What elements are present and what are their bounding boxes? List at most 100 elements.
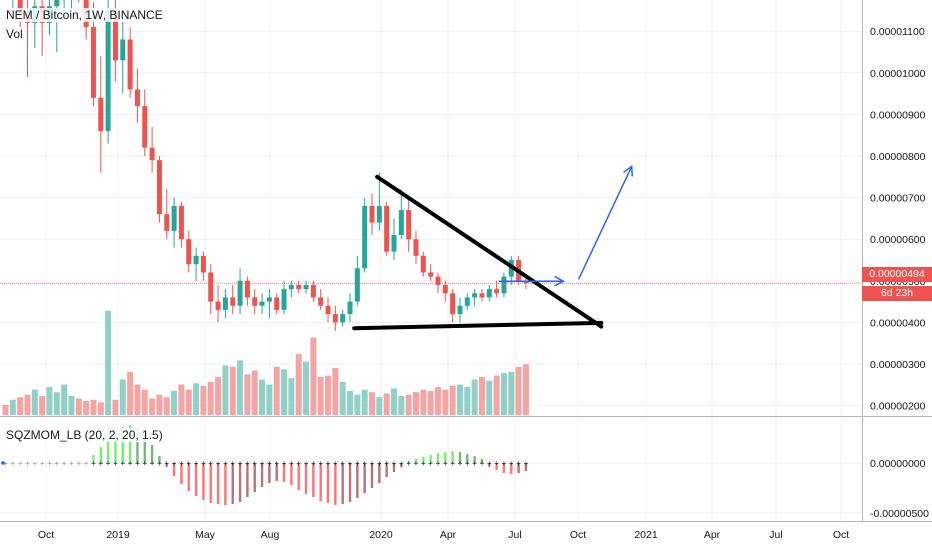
squeeze-cross-marker: + bbox=[194, 459, 199, 468]
momentum-bar bbox=[121, 427, 124, 463]
indicator-label: SQZMOM_LB (20, 2, 20, 1.5) bbox=[4, 428, 165, 442]
squeeze-cross-marker: + bbox=[384, 459, 389, 468]
volume-bar bbox=[83, 401, 90, 415]
squeeze-cross-marker: + bbox=[98, 459, 103, 468]
candle-body bbox=[435, 276, 441, 285]
squeeze-cross-marker: + bbox=[164, 459, 169, 468]
squeeze-cross-marker: + bbox=[84, 459, 89, 468]
time-tick-label: 2020 bbox=[369, 529, 393, 541]
volume-bar bbox=[141, 389, 148, 415]
momentum-bar bbox=[268, 463, 271, 483]
candle-body bbox=[288, 284, 294, 290]
volume-bar bbox=[149, 398, 156, 415]
squeeze-cross-marker: + bbox=[377, 459, 382, 468]
momentum-bar bbox=[312, 463, 315, 497]
momentum-bar bbox=[378, 463, 381, 483]
volume-bar bbox=[412, 392, 419, 415]
candle-body bbox=[171, 205, 177, 231]
candle-body bbox=[310, 284, 316, 298]
volume-bar bbox=[24, 394, 31, 415]
candle-body bbox=[376, 205, 382, 223]
momentum-tick-label: -0.00000500 bbox=[870, 508, 929, 520]
candle-body bbox=[354, 268, 360, 302]
candle-body bbox=[208, 272, 214, 302]
volume-bar bbox=[332, 368, 339, 415]
candle-body bbox=[413, 239, 419, 256]
volume-bar bbox=[185, 389, 192, 415]
squeeze-cross-marker: + bbox=[326, 459, 331, 468]
time-tick-label: Aug bbox=[261, 529, 280, 541]
momentum-bar bbox=[297, 463, 300, 490]
volume-bar bbox=[310, 337, 317, 415]
momentum-bar bbox=[253, 463, 256, 492]
volume-bar bbox=[325, 375, 332, 415]
volume-bar bbox=[178, 384, 185, 415]
volume-bar bbox=[134, 384, 141, 415]
candle-body bbox=[523, 280, 529, 284]
momentum-bar bbox=[392, 463, 396, 472]
squeeze-cross-marker: + bbox=[318, 459, 323, 468]
time-tick-label: Jul bbox=[508, 529, 521, 541]
volume-bar bbox=[200, 385, 207, 415]
volume-bar bbox=[515, 366, 522, 415]
volume-bar bbox=[369, 392, 375, 415]
candle-body bbox=[156, 160, 162, 215]
squeeze-cross-marker: + bbox=[458, 459, 463, 468]
candle-body bbox=[296, 284, 302, 290]
momentum-bar bbox=[172, 463, 176, 476]
squeeze-cross-marker: + bbox=[25, 459, 30, 468]
momentum-bar bbox=[224, 463, 227, 505]
squeeze-cross-marker: + bbox=[135, 459, 140, 468]
volume-bar bbox=[237, 360, 244, 415]
squeeze-cross-marker: + bbox=[62, 459, 67, 468]
momentum-bar bbox=[414, 459, 418, 463]
squeeze-cross-marker: + bbox=[465, 459, 470, 468]
volume-bar bbox=[383, 393, 390, 415]
time-tick-label: Apr bbox=[440, 529, 457, 541]
candle-body bbox=[384, 205, 390, 252]
squeeze-cross-marker: + bbox=[274, 459, 279, 468]
candle-body bbox=[281, 289, 287, 310]
projection-arrow-up bbox=[578, 165, 633, 280]
squeeze-cross-marker: + bbox=[267, 459, 272, 468]
volume-bar bbox=[259, 379, 266, 415]
candle-body bbox=[98, 97, 104, 132]
price-tick-label: 0.00000200 bbox=[870, 401, 926, 413]
squeeze-cross-marker: + bbox=[3, 459, 8, 468]
squeeze-cross-marker: + bbox=[450, 459, 455, 468]
volume-bar bbox=[17, 397, 24, 415]
momentum-bar bbox=[92, 455, 95, 463]
momentum-bar bbox=[458, 452, 462, 463]
momentum-bar bbox=[385, 463, 388, 477]
candle-body bbox=[142, 106, 148, 148]
squeeze-cross-marker: + bbox=[260, 459, 265, 468]
squeeze-cross-marker: + bbox=[54, 459, 59, 468]
candle-body bbox=[479, 293, 485, 298]
candle-body bbox=[428, 272, 434, 277]
squeeze-cross-marker: + bbox=[362, 459, 367, 468]
squeeze-cross-marker: + bbox=[201, 459, 206, 468]
volume-bar bbox=[39, 395, 46, 415]
momentum-bar bbox=[165, 463, 168, 467]
squeeze-cross-marker: + bbox=[186, 459, 191, 468]
volume-bar bbox=[281, 369, 288, 415]
arrow-head-horizontal bbox=[554, 275, 565, 287]
candle-body bbox=[193, 255, 199, 265]
momentum-layer: + + + + + + + + + + + + + + + + + + + + + + + + + + + + + + + + + + + + + + + +… bbox=[1, 425, 529, 505]
candle-body bbox=[406, 210, 412, 240]
momentum-bar bbox=[304, 463, 308, 494]
squeeze-cross-marker: + bbox=[142, 459, 147, 468]
candle-body bbox=[391, 235, 397, 252]
candle-body bbox=[54, 0, 60, 7]
momentum-bar bbox=[356, 463, 359, 498]
squeeze-cross-marker: + bbox=[208, 459, 213, 468]
volume-bar bbox=[163, 397, 170, 415]
volume-bar bbox=[273, 366, 280, 415]
volume-bar bbox=[112, 399, 119, 415]
momentum-bar bbox=[99, 447, 102, 463]
candle-body bbox=[450, 293, 456, 315]
squeeze-cross-marker: + bbox=[76, 459, 81, 468]
squeeze-cross-marker: + bbox=[252, 459, 257, 468]
squeeze-cross-marker: + bbox=[516, 459, 521, 468]
candle-body bbox=[362, 205, 368, 269]
